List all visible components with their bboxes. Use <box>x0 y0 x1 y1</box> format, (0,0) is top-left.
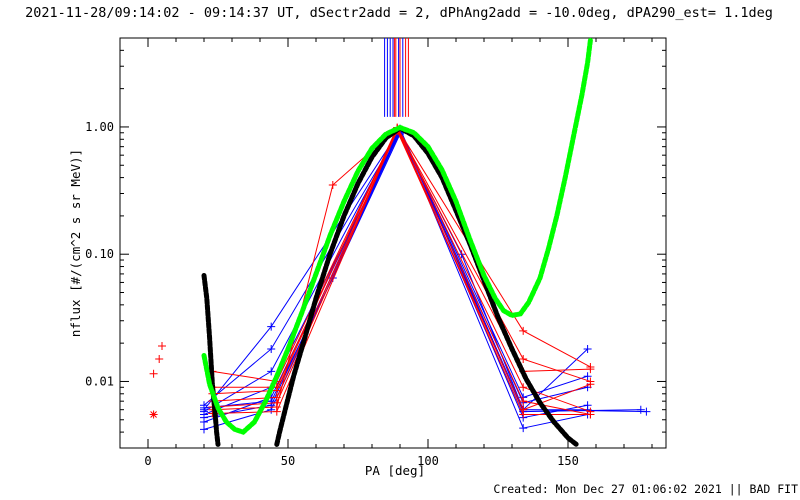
red-point <box>272 407 281 416</box>
red-point <box>586 380 595 389</box>
black-fit-curve-left <box>201 273 221 447</box>
y-tick-label: 0.01 <box>85 374 114 388</box>
red-series-line <box>212 126 591 413</box>
blue-point <box>636 405 645 414</box>
green-fit-curve <box>201 37 593 435</box>
chart-title: 2021-11-28/09:14:02 - 09:14:37 UT, dSect… <box>25 5 773 21</box>
red-outlier-star <box>149 410 158 419</box>
x-tick-label: 0 <box>144 454 151 468</box>
blue-point <box>583 372 592 381</box>
blue-point <box>267 344 276 353</box>
blue-series-line <box>203 128 588 423</box>
blue-series-line <box>203 128 588 411</box>
blue-series-line <box>203 131 588 419</box>
blue-point <box>267 322 276 331</box>
x-tick-label: 50 <box>281 454 295 468</box>
blue-point <box>200 413 208 422</box>
red-outlier-point <box>155 355 164 364</box>
y-tick-label: 1.00 <box>85 120 114 134</box>
red-point <box>519 410 528 419</box>
x-axis-label: PA [deg] <box>365 463 425 478</box>
blue-point <box>642 407 651 416</box>
blue-point <box>267 401 276 410</box>
blue-point <box>267 367 276 376</box>
blue-series-line <box>203 129 588 406</box>
red-series-line <box>212 127 591 411</box>
red-point <box>519 326 528 335</box>
red-outlier-point <box>149 369 158 378</box>
red-point <box>586 362 595 371</box>
red-point <box>519 355 528 364</box>
red-point <box>328 180 337 189</box>
y-axis: 0.01 0.10 1.00 <box>85 37 666 449</box>
blue-point <box>200 425 208 434</box>
y-tick-label: 0.10 <box>85 247 114 261</box>
red-outlier-point <box>158 341 166 350</box>
red-series-line <box>212 129 591 411</box>
x-tick-label: 100 <box>417 454 439 468</box>
data-series <box>149 38 651 434</box>
red-point <box>519 383 528 392</box>
red-point <box>519 397 528 406</box>
blue-point <box>519 424 528 433</box>
footer-created: Created: Mon Dec 27 01:06:02 2021 || BAD… <box>493 482 798 496</box>
fit-curves <box>201 37 593 447</box>
blue-point <box>200 403 208 412</box>
x-tick-label: 150 <box>557 454 579 468</box>
blue-series-line <box>203 129 641 419</box>
blue-point <box>583 344 592 353</box>
y-axis-label: nflux [#/(cm^2 s sr MeV)] <box>68 149 83 337</box>
red-series-line <box>212 127 591 383</box>
red-point <box>586 410 595 419</box>
blue-series-line <box>203 127 588 412</box>
x-axis: 0 50 100 150 <box>144 38 653 468</box>
